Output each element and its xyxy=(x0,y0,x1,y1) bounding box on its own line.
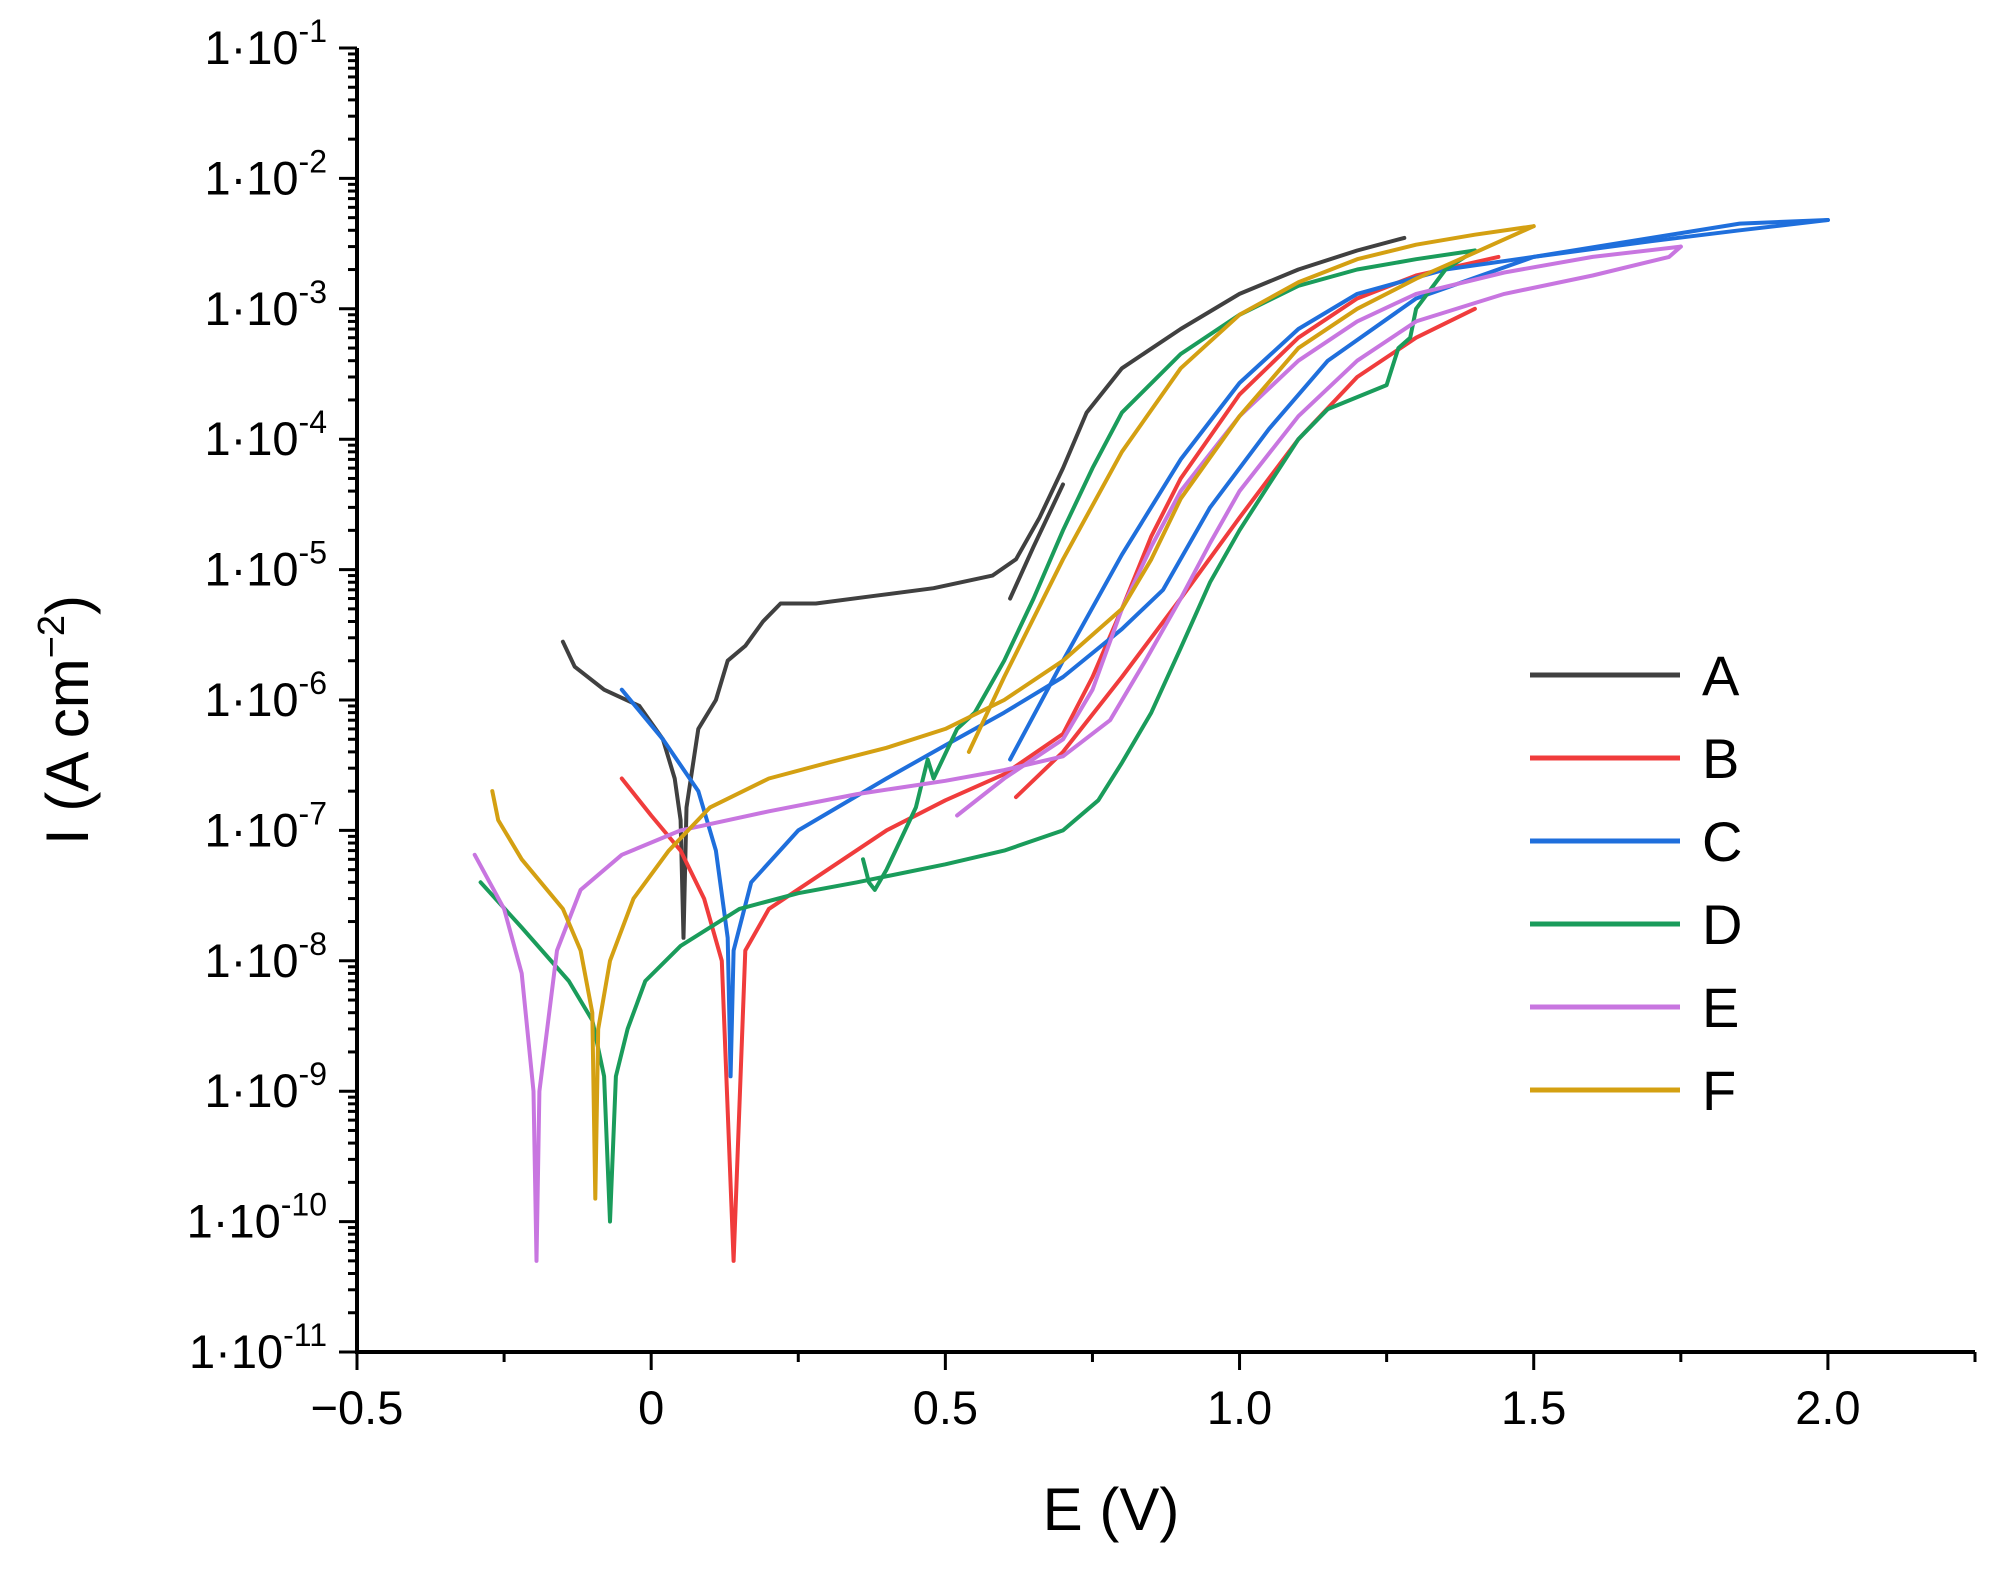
series-line-D-reverse xyxy=(861,248,1477,892)
y-axis-title-main: I (A cm xyxy=(34,658,101,845)
x-tick-label: 2.0 xyxy=(1795,1381,1860,1434)
y-tick-label: 1·10-6 xyxy=(204,665,327,726)
y-tick-label: 1·10-11 xyxy=(189,1317,327,1378)
series-line-E xyxy=(472,244,1683,1263)
y-tick-exponent: -8 xyxy=(299,926,327,962)
y-tick-exponent: -4 xyxy=(299,404,327,440)
x-tick-label: −0.5 xyxy=(311,1381,404,1434)
x-tick-label: 1.0 xyxy=(1207,1381,1272,1434)
y-tick-mantissa: 1·10 xyxy=(189,1325,283,1378)
y-tick-exponent: -5 xyxy=(299,535,327,571)
y-tick-exponent: -10 xyxy=(281,1187,327,1223)
legend-label-E: E xyxy=(1702,976,1739,1039)
plot-series-group xyxy=(472,218,1830,1263)
y-tick-exponent: -3 xyxy=(299,274,327,310)
y-axis-title: I (A cm−2) xyxy=(31,595,101,845)
y-tick-label: 1·10-10 xyxy=(187,1187,327,1248)
y-tick-mantissa: 1·10 xyxy=(204,673,298,726)
series-line-A-reverse xyxy=(1008,482,1065,601)
y-tick-label: 1·10-7 xyxy=(204,795,327,856)
y-tick-mantissa: 1·10 xyxy=(204,151,298,204)
series-line-E-reverse xyxy=(955,244,1683,818)
series-line-D xyxy=(478,248,1477,1224)
x-tick-label: 0.5 xyxy=(913,1381,978,1434)
y-tick-exponent: -1 xyxy=(299,13,327,49)
y-tick-exponent: -6 xyxy=(299,665,327,701)
y-tick-mantissa: 1·10 xyxy=(187,1195,281,1248)
series-line-F xyxy=(490,224,1536,1201)
y-tick-label: 1·10-1 xyxy=(204,13,327,74)
series-line-F-reverse xyxy=(966,224,1536,754)
y-tick-mantissa: 1·10 xyxy=(204,1064,298,1117)
legend-label-C: C xyxy=(1702,810,1742,873)
y-tick-label: 1·10-4 xyxy=(204,404,327,465)
y-tick-exponent: -11 xyxy=(283,1317,327,1353)
y-axis-title-close: ) xyxy=(34,595,101,615)
x-tick-label: 0 xyxy=(638,1381,664,1434)
y-tick-exponent: -2 xyxy=(299,143,327,179)
y-tick-exponent: -9 xyxy=(299,1056,327,1092)
x-axis-title: E (V) xyxy=(1043,1476,1180,1543)
series-line-B-reverse xyxy=(1014,306,1477,800)
series-line-B xyxy=(619,254,1501,1263)
y-tick-mantissa: 1·10 xyxy=(204,934,298,987)
series-line-C xyxy=(619,218,1830,1079)
y-tick-label: 1·10-9 xyxy=(204,1056,327,1117)
series-line-A xyxy=(560,235,1407,940)
y-tick-label: 1·10-2 xyxy=(204,143,327,204)
legend-label-D: D xyxy=(1702,893,1742,956)
y-tick-label: 1·10-3 xyxy=(204,274,327,335)
y-tick-mantissa: 1·10 xyxy=(204,21,298,74)
y-tick-label: 1·10-5 xyxy=(204,535,327,596)
y-tick-exponent: -7 xyxy=(299,795,327,831)
ticks-group: −0.5 0 0.5 1.0 1.5 2.01·10-11·10-21·10-31·10-… xyxy=(187,13,1977,1434)
y-axis-title-exp: −2 xyxy=(31,615,73,658)
series-line-C-reverse xyxy=(1008,218,1830,762)
y-tick-mantissa: 1·10 xyxy=(204,803,298,856)
y-tick-mantissa: 1·10 xyxy=(204,543,298,596)
legend-label-F: F xyxy=(1702,1059,1736,1122)
legend-label-B: B xyxy=(1702,727,1739,790)
y-tick-mantissa: 1·10 xyxy=(204,282,298,335)
y-tick-label: 1·10-8 xyxy=(204,926,327,987)
x-tick-label: 1.5 xyxy=(1501,1381,1566,1434)
legend-label-A: A xyxy=(1702,644,1740,707)
y-tick-mantissa: 1·10 xyxy=(204,412,298,465)
